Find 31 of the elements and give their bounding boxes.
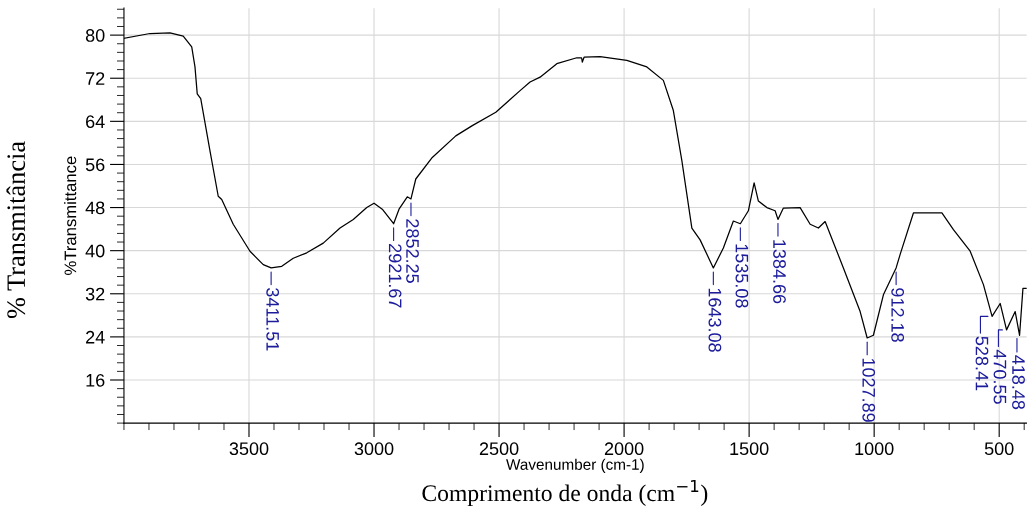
- annotation: 2921.67: [388, 244, 402, 308]
- y-tick-label: 16: [86, 373, 105, 387]
- annotation: 1027.89: [862, 358, 876, 422]
- annotation: 528.41: [975, 336, 989, 391]
- x-tick-label: 1500: [730, 442, 769, 456]
- y-tick-label: 56: [85, 158, 105, 172]
- y-tick-label: 40: [85, 244, 105, 258]
- y-tick-label: 64: [86, 115, 105, 129]
- y-tick-label: 48: [85, 201, 105, 215]
- annotation: 1643.08: [708, 288, 722, 352]
- y-axis-title: %Transmittance: [64, 156, 77, 275]
- annotation: 418.48: [1012, 355, 1025, 410]
- y-tick-label: 32: [85, 287, 105, 301]
- x-tick-label: 3000: [354, 442, 394, 456]
- annotation: 1535.08: [735, 244, 749, 308]
- annotation: 2852.25: [406, 219, 419, 283]
- x-tick-label: 1000: [855, 442, 894, 456]
- x-tick-label: 500: [984, 442, 1014, 456]
- annotation: 470.55: [993, 349, 1007, 404]
- x-tick-label: 2000: [604, 442, 644, 456]
- x-tick-label: 2500: [479, 442, 519, 456]
- annotation: 912.18: [891, 288, 905, 342]
- y-tick-label: 24: [86, 330, 105, 344]
- y-tick-label: 72: [86, 72, 105, 85]
- y-tick-label: 80: [85, 29, 105, 42]
- x-tick-label: 3500: [229, 442, 269, 456]
- text: % Transmitância: [6, 141, 26, 319]
- x-axis-title: Wavenumber (cm-1): [506, 458, 644, 473]
- text: Comprimento de onda (cm$^{−1}$): [422, 479, 708, 507]
- annotation: 1384.66: [773, 240, 786, 304]
- annotation: 3411.51: [266, 288, 280, 351]
